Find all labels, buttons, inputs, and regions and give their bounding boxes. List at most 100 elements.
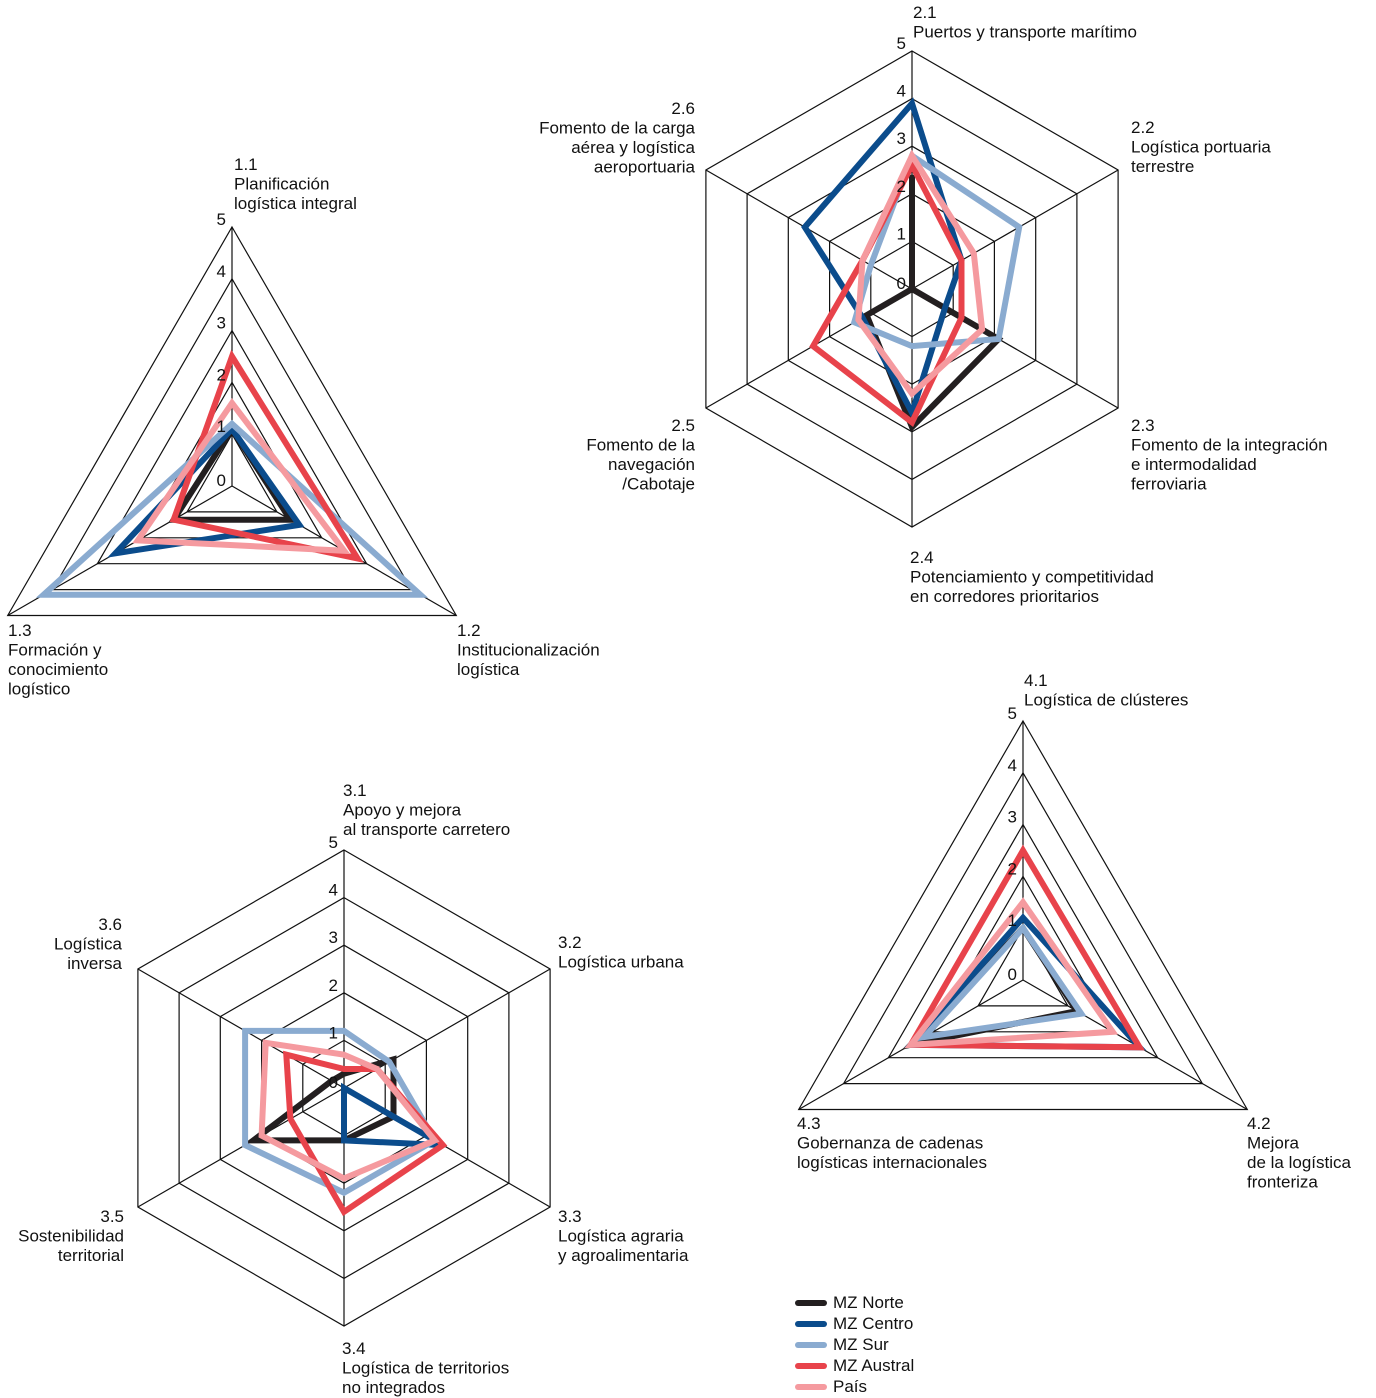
tick-label-0: 0 [329, 1073, 338, 1092]
axis-label-2.1: 2.1 Puertos y transporte marítimo [913, 3, 1137, 42]
axis-label-line: logístico [8, 680, 70, 699]
tick-label-2: 2 [329, 976, 338, 995]
axis-code: 4.3 [797, 1114, 821, 1133]
legend-swatch [795, 1383, 827, 1390]
radar-chart-1: 0 1 2 3 4 5 1.1 Planificación logística integral… [6, 155, 600, 699]
grid-ring-5 [6, 225, 458, 617]
axis-label-line: logística [457, 660, 520, 679]
axis-label-1.3: 1.3 Formación y conocimiento logístico [8, 621, 108, 699]
legend-swatch [795, 1362, 827, 1369]
legend-item-pais: País [795, 1376, 914, 1397]
tick-label-4: 4 [1008, 756, 1017, 775]
tick-label-2: 2 [897, 177, 906, 196]
axis-label-2.2: 2.2 Logística portuaria terrestre [1131, 118, 1271, 176]
axis-code: 3.2 [558, 933, 582, 952]
tick-label-0: 0 [897, 274, 906, 293]
axis-label-line: Logística agraria [558, 1227, 684, 1246]
series-mz-sur [850, 151, 1023, 350]
tick-label-3: 3 [1008, 808, 1017, 827]
series-pais [132, 397, 351, 555]
series-pais [855, 149, 986, 399]
series-mz-norte [862, 174, 1004, 433]
axis-label-line: Fomento de la carga [539, 119, 695, 138]
tick-label-3: 3 [897, 129, 906, 148]
axis-label-line: en corredores prioritarios [910, 587, 1099, 606]
series-mz-sur [242, 1027, 439, 1197]
grid-ring-4 [51, 277, 413, 591]
axis-label-2.3: 2.3 Fomento de la integración e intermodal… [1131, 416, 1328, 494]
axis-label-line: Mejora [1247, 1134, 1300, 1153]
axis-label-1.2: 1.2 Institucionalización logística [457, 621, 600, 679]
legend-label: MZ Centro [833, 1313, 914, 1333]
tick-label-2: 2 [1008, 859, 1017, 878]
legend-item-mz-sur: MZ Sur [795, 1334, 914, 1355]
tick-label-3: 3 [217, 314, 226, 333]
axis-label-2.4: 2.4 Potenciamiento y competitividad en cor… [910, 548, 1154, 606]
axis-label-line: al transporte carretero [343, 820, 510, 839]
axis-label-2.5: 2.5 Fomento de la navegación/Cabotaje [586, 416, 695, 494]
tick-label-4: 4 [329, 881, 338, 900]
axis-label-line: Fomento de la [586, 436, 695, 455]
axis-label-line: Institucionalización [457, 641, 600, 660]
tick-label-0: 0 [1008, 965, 1017, 984]
axis-label-line: aérea y logística [571, 138, 695, 157]
series-mz-centro [341, 1082, 445, 1149]
legend-label: País [833, 1376, 868, 1396]
axis-label-line: aeroportuaria [594, 158, 696, 177]
tick-label-5: 5 [897, 34, 906, 53]
legend-swatch [795, 1299, 827, 1306]
axis-label-line: fronteriza [1247, 1173, 1318, 1192]
tick-label-1: 1 [1008, 911, 1017, 930]
axis-label-3.4: 3.4 Logística de territorios no integrados [342, 1339, 509, 1397]
legend: MZ Norte MZ Centro MZ Sur MZ Austral Paí… [795, 1292, 914, 1397]
tick-label-0: 0 [217, 471, 226, 490]
axis-code: 1.2 [457, 621, 481, 640]
tick-label-1: 1 [329, 1023, 338, 1042]
series-pais [904, 897, 1119, 1049]
axis-code: 4.2 [1247, 1114, 1271, 1133]
tick-label-2: 2 [217, 365, 226, 384]
series-mz-sur [916, 923, 1087, 1042]
axis-label-line: Logística portuaria [1131, 138, 1271, 157]
axis-label-line: territorial [58, 1246, 124, 1265]
axis-code: 3.6 [98, 915, 122, 934]
axis-label-line: logísticas internacionales [797, 1153, 987, 1172]
grid-ring-3 [887, 823, 1159, 1059]
tick-label-1: 1 [217, 417, 226, 436]
axis-code: 2.1 [913, 3, 937, 22]
axis-label-line: Fomento de la integración [1131, 436, 1328, 455]
axis-label-line: Gobernanza de cadenas [797, 1134, 983, 1153]
axis-label-line: no integrados [342, 1378, 445, 1397]
legend-swatch [795, 1341, 827, 1348]
axis-label-line: Formación y [8, 641, 102, 660]
legend-label: MZ Sur [833, 1334, 889, 1354]
axis-code: 1.3 [8, 621, 32, 640]
axis-label-3.1: 3.1 Apoyo y mejora al transporte carretero [343, 781, 510, 839]
axis-label-line: Sostenibilidad [18, 1227, 124, 1246]
axis-label-line: navegación [608, 455, 695, 474]
legend-label: MZ Norte [833, 1292, 904, 1312]
axis-code: 3.4 [342, 1339, 366, 1358]
axis-label-line: Logística [54, 935, 123, 954]
axis-label-3.5: 3.5 Sostenibilidad territorial [18, 1207, 124, 1265]
axis-label-line: Logística urbana [558, 953, 684, 972]
axis-code: 4.1 [1024, 671, 1048, 690]
axis-label-4.3: 4.3 Gobernanza de cadenas logísticas inter… [797, 1114, 987, 1172]
axis-label-3.6: 3.6 Logística inversa [54, 915, 123, 973]
axis-code: 1.1 [234, 155, 258, 174]
axis-label-line: /Cabotaje [622, 475, 695, 494]
tick-label-3: 3 [329, 928, 338, 947]
axis-label-4.1: 4.1 Logística de clústeres [1024, 671, 1188, 710]
legend-item-mz-centro: MZ Centro [795, 1313, 914, 1334]
axis-label-3.2: 3.2 Logística urbana [558, 933, 684, 972]
legend-label: MZ Austral [833, 1355, 915, 1375]
axis-label-line: ferroviaria [1131, 475, 1207, 494]
grid-ring-5 [797, 719, 1249, 1111]
series-pais [258, 1039, 440, 1182]
spoke-3.6 [137, 968, 345, 1089]
axis-label-4.2: 4.2 Mejora de la logística fronteriza [1247, 1114, 1351, 1192]
spoke-2.2 [911, 169, 1119, 290]
axis-label-line: terrestre [1131, 157, 1194, 176]
axis-label-line: Logística de territorios [342, 1359, 509, 1378]
